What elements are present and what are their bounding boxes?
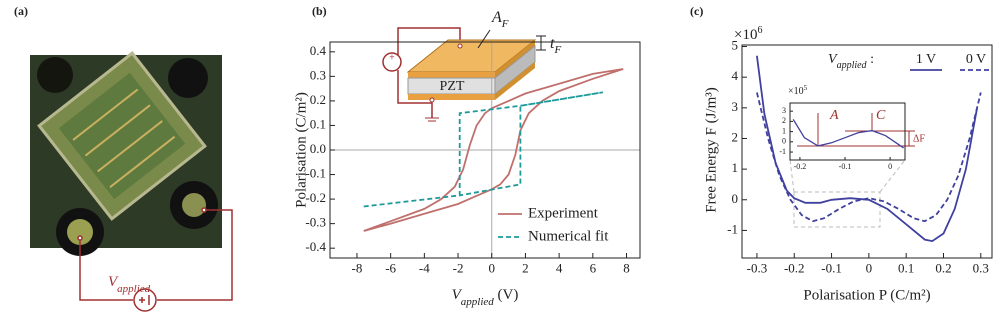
multiplier-exp: 6 [757,25,762,36]
plot-frame [329,41,641,259]
y-tick-label: -0.1 [305,166,326,181]
x-tick-label: 0 [866,261,873,276]
x-tick-label: -0.1 [839,162,852,171]
legend-title-sub: applied [837,60,868,71]
legend-title: Vapplied : [828,52,874,71]
series-line [792,118,904,149]
legend-label: Experiment [528,205,599,221]
x-axis-label-main: V [452,287,463,303]
y-tick-label: 2 [732,129,739,144]
y-tick-label: 0.2 [310,92,326,107]
y-tick-label: 0.4 [310,43,327,58]
x-axis-label: Vapplied (V) [452,287,519,307]
x-tick-label: -4 [419,261,430,276]
y-tick-label: 4 [732,68,739,83]
inset-multiplier: ×105 [788,84,808,98]
thickness-label: tF [550,35,561,56]
y-tick-label: 5 [732,38,739,53]
zoom-box [793,191,881,228]
y-axis-label: Polarisation (C/m²) [293,92,309,208]
source-main: V [108,274,119,290]
y-tick-label: -1 [727,221,738,236]
series-line [756,92,982,223]
y-tick-label: -1 [779,147,786,156]
y-tick-label: 0.0 [310,141,326,156]
source-label: Vapplied [108,274,151,294]
x-tick-label: -0.1 [821,261,842,276]
legend-title-main: V [828,52,838,67]
x-tick-label: 8 [623,261,630,276]
material-label: PZT [440,79,465,94]
legend-label: Numerical fit [528,228,609,244]
x-tick-label: 2 [522,261,529,276]
plot-frame [741,44,993,259]
inset-annotation [797,113,915,147]
thickness-main: t [550,35,555,52]
zoom-connector [879,159,906,193]
x-tick-label: 0 [488,261,495,276]
thickness-sub: F [553,44,561,56]
y-tick-label: 3 [732,99,739,114]
y-tick-label: 0 [782,137,786,146]
x-tick-label: 4 [556,261,563,276]
area-sub: F [501,18,509,30]
x-tick-label: 0.1 [898,261,914,276]
panel-label: (b) [312,4,327,18]
source-sub: applied [117,283,150,295]
svg-text:+: + [389,52,395,63]
area-main: A [491,9,502,26]
legend-title-rest: : [867,52,874,67]
panel-label: (c) [690,4,703,18]
multiplier-exp: 5 [804,84,808,92]
circuit [77,207,233,312]
x-tick-label: 6 [590,261,597,276]
y-tick-label: -0.4 [305,239,326,254]
multiplier: ×106 [734,25,762,44]
y-tick-label: -0.3 [305,215,326,230]
x-tick-label: -2 [453,261,464,276]
x-tick-label: -0.2 [794,162,807,171]
x-tick-label: 0.2 [935,261,951,276]
y-tick-label: 3 [782,106,786,115]
x-tick-label: 0.3 [973,261,989,276]
y-tick-label: 0.1 [310,116,326,131]
y-tick-label: 1 [782,126,786,135]
annotation-c: C [876,108,886,123]
y-axis-label: Free Energy F (J/m³) [703,87,719,212]
x-tick-label: -6 [385,261,396,276]
x-axis-label: Polarisation P (C/m²) [803,287,930,303]
y-tick-label: -0.2 [305,190,326,205]
legend-label: 1 V [916,52,936,67]
y-tick-label: 0.3 [310,67,326,82]
y-tick-label: 1 [732,160,739,175]
schematic: + [382,27,546,122]
x-axis-label-unit: (V) [494,287,519,303]
series-line [363,91,604,208]
y-tick-label: 2 [782,116,786,125]
photo [30,51,222,256]
x-tick-label: -0.2 [784,261,805,276]
plot-frame [789,102,906,161]
annotation-df: ΔF [913,133,925,144]
x-axis-label-sub: applied [461,296,494,308]
zoom-connector [789,159,795,193]
multiplier-base: ×10 [788,86,804,97]
x-tick-label: -0.3 [747,261,768,276]
x-tick-label: 0 [888,162,892,171]
x-tick-label: -8 [352,261,363,276]
annotation-a: A [829,108,839,123]
legend-label: 0 V [966,52,986,67]
y-tick-label: 0 [732,191,739,206]
area-label: AF [491,9,509,30]
panel-label: (a) [14,4,28,18]
multiplier-base: ×10 [734,27,757,43]
